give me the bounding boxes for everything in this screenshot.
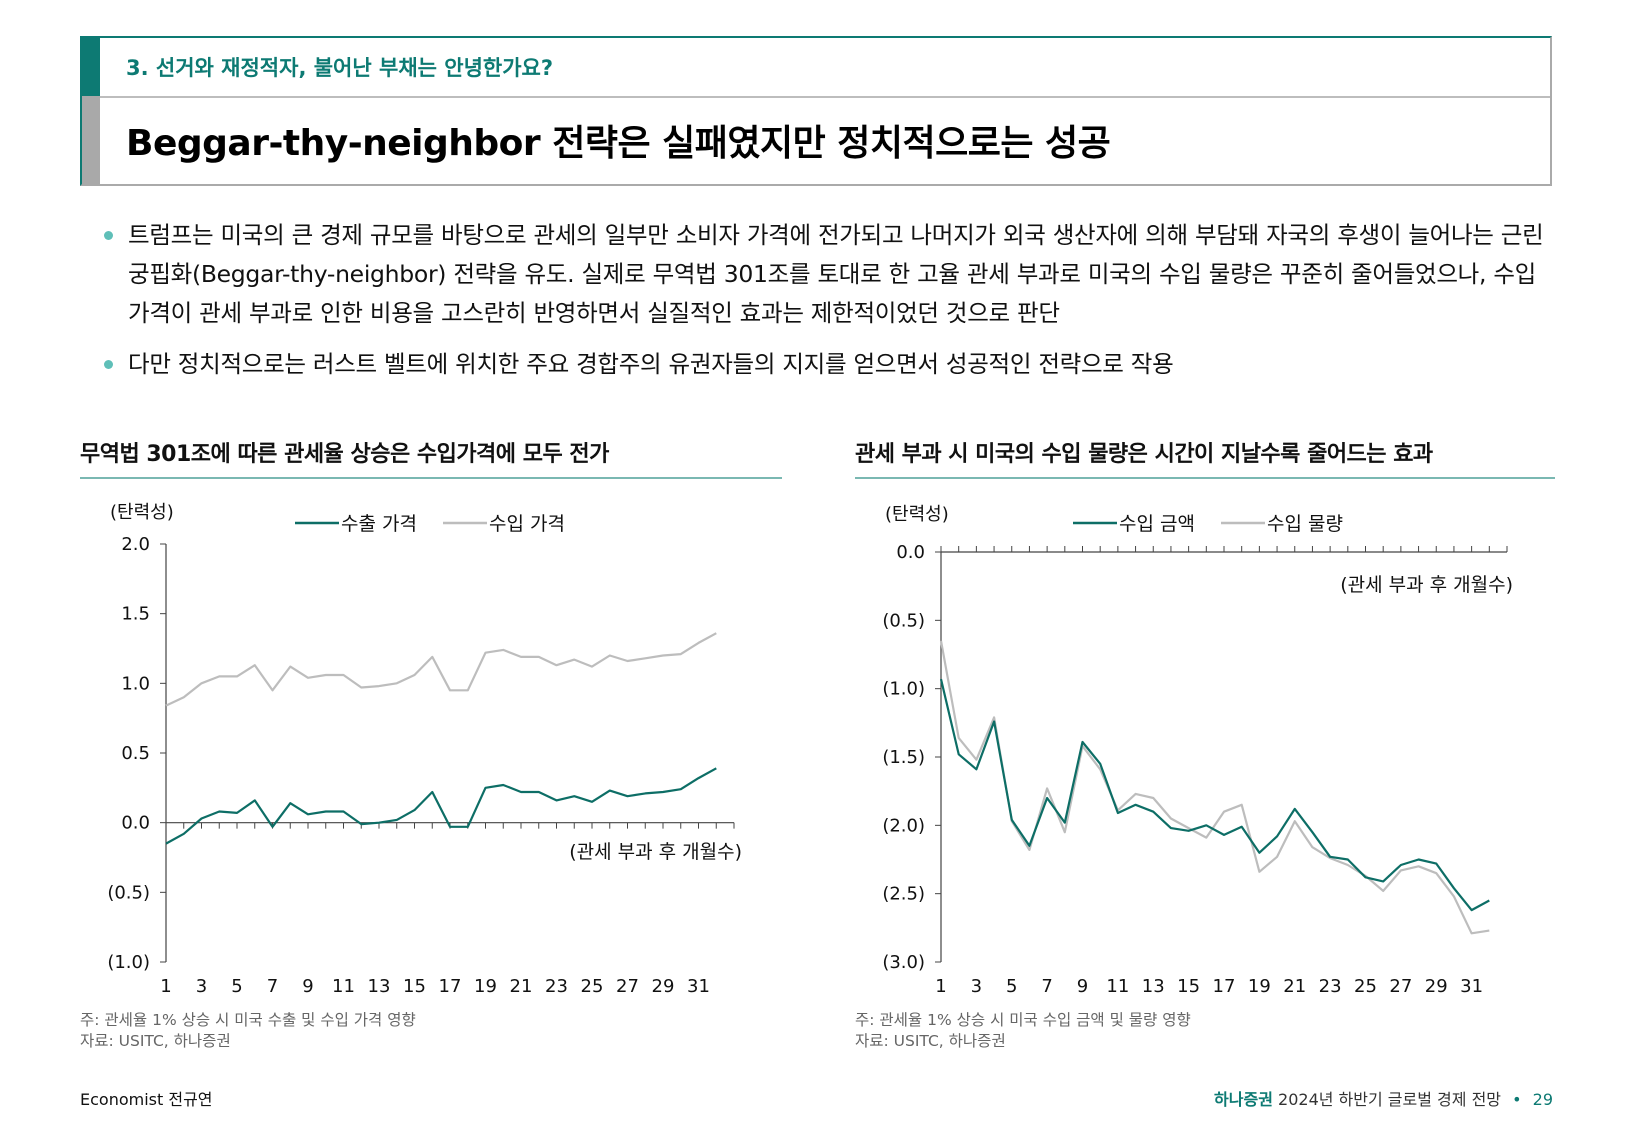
x-tick-label: 29	[652, 976, 675, 997]
x-tick-label: 3	[196, 976, 207, 997]
x-tick-label: 15	[403, 976, 426, 997]
x-tick-label: 17	[1213, 976, 1236, 997]
legend-label-2: 수입 물량	[1267, 513, 1343, 535]
page-title: Beggar-thy-neighbor 전략은 실패였지만 정치적으로는 성공	[126, 123, 1111, 164]
y-tick-label: (0.5)	[882, 610, 925, 631]
series-line-2	[939, 640, 1490, 935]
chart-1-rule	[80, 477, 782, 479]
chart-1-note-block: 주: 관세율 1% 상승 시 미국 수출 및 수입 가격 영향 자료: USIT…	[80, 1010, 416, 1052]
x-tick-label: 13	[1142, 976, 1165, 997]
x-tick-label: 27	[1389, 976, 1412, 997]
x-tick-label: 25	[1354, 976, 1377, 997]
bullet-item: 다만 정치적으로는 러스트 벨트에 위치한 주요 경합주의 유권자들의 지지를 …	[104, 345, 1554, 384]
chart-2-note-block: 주: 관세율 1% 상승 시 미국 수입 금액 및 물량 영향 자료: USIT…	[855, 1010, 1191, 1052]
y-tick-label: 0.0	[896, 542, 925, 563]
x-tick-label: 9	[302, 976, 313, 997]
y-tick-label: (0.5)	[107, 882, 150, 903]
x-tick-label: 11	[332, 976, 355, 997]
y-tick-label: 1.0	[121, 673, 150, 694]
x-tick-label: 19	[1248, 976, 1271, 997]
bullet-dot-icon	[104, 360, 113, 369]
chart-2: 0.0(0.5)(1.0)(1.5)(2.0)(2.5)(3.0)1 3 5 7 9 11…	[882, 504, 1513, 997]
x-tick-label: 17	[439, 976, 462, 997]
legend-label-2: 수입 가격	[489, 513, 565, 535]
chart-2-note: 주: 관세율 1% 상승 시 미국 수입 금액 및 물량 영향	[855, 1011, 1191, 1029]
x-tick-label: 29	[1425, 976, 1448, 997]
bullet-list: 트럼프는 미국의 큰 경제 규모를 바탕으로 관세의 일부만 소비자 가격에 전…	[104, 216, 1554, 396]
footer-dot: •	[1512, 1090, 1522, 1109]
chart-2-title: 관세 부과 시 미국의 수입 물량은 시간이 지날수록 줄어드는 효과	[855, 442, 1433, 467]
section-label: 3. 선거와 재정적자, 불어난 부채는 안녕한가요?	[126, 56, 554, 80]
x-tick-label: 23	[1319, 976, 1342, 997]
y-tick-label: (1.5)	[882, 747, 925, 768]
x-tick-label: 23	[545, 976, 568, 997]
footer-publication: 하나증권 2024년 하반기 글로벌 경제 전망 • 29	[1214, 1086, 1553, 1110]
y-tick-label: (2.0)	[882, 815, 925, 836]
header-accent-top	[82, 38, 100, 96]
bullet-item: 트럼프는 미국의 큰 경제 규모를 바탕으로 관세의 일부만 소비자 가격에 전…	[104, 216, 1554, 333]
y-tick-label: 0.5	[121, 743, 150, 764]
y-tick-label: (2.5)	[882, 884, 925, 905]
x-tick-label: 25	[581, 976, 604, 997]
footer-author: Economist 전규연	[80, 1090, 213, 1109]
x-axis-label: (관세 부과 후 개월수)	[1340, 574, 1513, 596]
x-tick-label: 31	[1460, 976, 1483, 997]
x-tick-label: 3	[971, 976, 982, 997]
series-line-1	[165, 767, 717, 845]
x-tick-label: 9	[1077, 976, 1088, 997]
chart-1-title: 무역법 301조에 따른 관세율 상승은 수입가격에 모두 전가	[80, 442, 609, 467]
x-tick-label: 31	[687, 976, 710, 997]
footer-brand: 하나증권	[1214, 1090, 1273, 1109]
x-tick-label: 7	[1041, 976, 1052, 997]
x-tick-label: 13	[368, 976, 391, 997]
page-number: 29	[1532, 1090, 1553, 1109]
bullet-text: 다만 정치적으로는 러스트 벨트에 위치한 주요 경합주의 유권자들의 지지를 …	[128, 350, 1174, 378]
y-tick-label: 0.0	[121, 813, 150, 834]
x-tick-label: 11	[1106, 976, 1129, 997]
legend-label-1: 수출 가격	[341, 513, 417, 535]
x-tick-label: 5	[1006, 976, 1017, 997]
x-tick-label: 21	[510, 976, 533, 997]
chart-1-note: 주: 관세율 1% 상승 시 미국 수출 및 수입 가격 영향	[80, 1011, 416, 1029]
chart-2-rule	[855, 477, 1555, 479]
series-line-1	[939, 678, 1490, 912]
x-axis-label: (관세 부과 후 개월수)	[569, 841, 742, 863]
x-tick-label: 7	[267, 976, 278, 997]
y-tick-label: (1.0)	[882, 679, 925, 700]
chart-2-source: 자료: USITC, 하나증권	[855, 1032, 1006, 1050]
bullet-dot-icon	[104, 231, 113, 240]
y-tick-label: 1.5	[121, 604, 150, 625]
header-box: 3. 선거와 재정적자, 불어난 부채는 안녕한가요? Beggar-thy-n…	[80, 36, 1552, 186]
x-tick-label: 27	[616, 976, 639, 997]
x-tick-label: 5	[231, 976, 242, 997]
y-tick-label: (1.0)	[107, 952, 150, 973]
header-accent-bottom	[82, 96, 100, 186]
x-tick-label: 1	[160, 976, 171, 997]
chart-1: 2.01.51.00.50.0(0.5)(1.0)1 3 5 7 9 11 13 15 17 19…	[107, 502, 742, 997]
series-line-2	[165, 632, 717, 707]
y-axis-label: (탄력성)	[110, 502, 174, 523]
x-tick-label: 21	[1283, 976, 1306, 997]
y-axis-label: (탄력성)	[885, 504, 949, 525]
x-tick-label: 19	[474, 976, 497, 997]
y-tick-label: 2.0	[121, 534, 150, 555]
chart-1-source: 자료: USITC, 하나증권	[80, 1032, 231, 1050]
y-tick-label: (3.0)	[882, 952, 925, 973]
footer-pub-title: 2024년 하반기 글로벌 경제 전망	[1278, 1090, 1502, 1109]
x-tick-label: 15	[1177, 976, 1200, 997]
x-tick-label: 1	[935, 976, 946, 997]
header-divider	[100, 96, 1550, 98]
legend-label-1: 수입 금액	[1119, 513, 1195, 535]
bullet-text: 트럼프는 미국의 큰 경제 규모를 바탕으로 관세의 일부만 소비자 가격에 전…	[128, 221, 1544, 327]
